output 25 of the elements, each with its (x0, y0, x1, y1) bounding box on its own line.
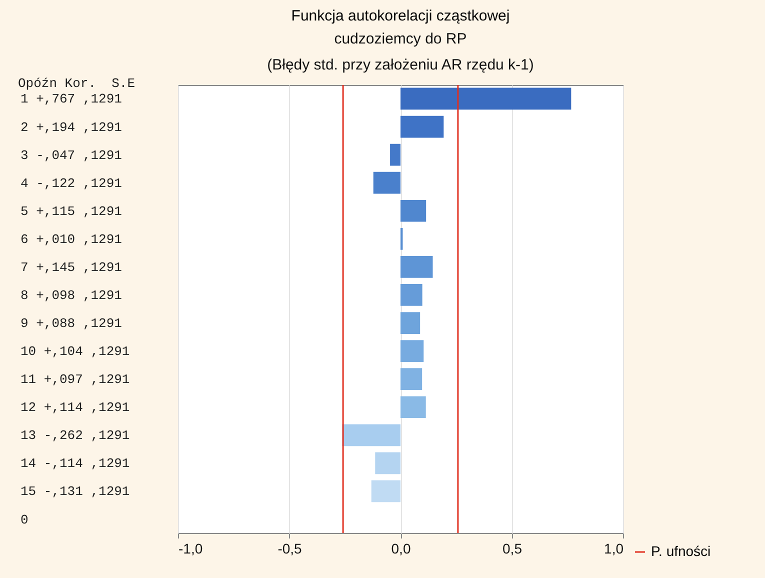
x-tick-label: 0,0 (391, 540, 411, 556)
y-tick-label: 12 +,114 ,1291 (20, 400, 130, 416)
y-tick-label: 5 +,115 ,1291 (20, 204, 122, 219)
y-tick-label: 13 -,262 ,1291 (20, 428, 130, 444)
y-tick-label: 7 +,145 ,1291 (20, 260, 122, 275)
y-tick-label: 1 +,767 ,1291 (20, 92, 122, 107)
x-tick-label: 1,0 (604, 540, 624, 556)
legend-label: P. ufności (651, 543, 711, 559)
x-tick-label: -1,0 (178, 540, 203, 556)
x-tick-label: -0,5 (278, 540, 302, 556)
y-tick-label: 4 -,122 ,1291 (20, 176, 122, 191)
y-tick-label: 14 -,114 ,1291 (20, 456, 130, 472)
y-tick-label: 15 -,131 ,1291 (20, 484, 130, 500)
chart-title: Funkcja autokorelacji cząstkowej (291, 7, 510, 24)
text: Opóźn Kor. S.E (18, 76, 136, 91)
y-tick-label: 3 -,047 ,1291 (20, 148, 122, 163)
y-tick-label: 8 +,098 ,1291 (20, 288, 122, 303)
y-tick-label: 0 (20, 512, 28, 528)
x-tick-label: 0,5 (502, 540, 522, 556)
y-tick-label: 9 +,088 ,1291 (20, 316, 122, 332)
y-tick-label: 2 +,194 ,1291 (20, 120, 122, 135)
chart-subtitle: cudzoziemcy do RP (Błędy std. przy założeniu AR rzędu k-1) (267, 30, 534, 74)
y-tick-label: 10 +,104 ,1291 (20, 344, 130, 360)
y-tick-label: 11 +,097 ,1291 (20, 372, 130, 388)
y-tick-label: 6 +,010 ,1291 (20, 232, 122, 247)
